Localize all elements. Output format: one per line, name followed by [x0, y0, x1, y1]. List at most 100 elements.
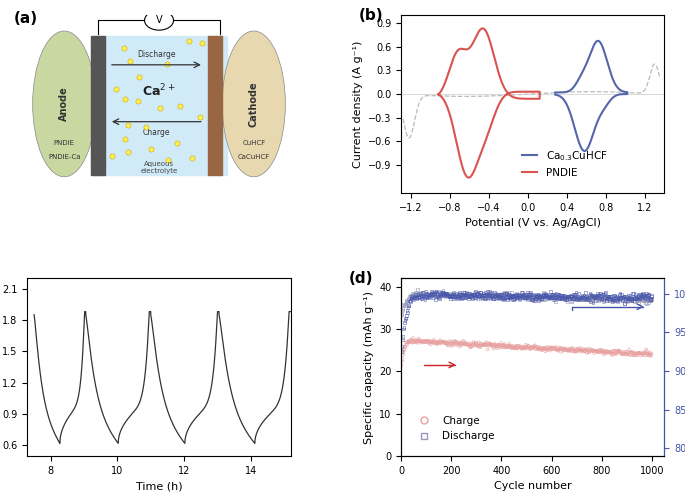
Point — [584, 295, 595, 303]
Point — [412, 339, 423, 347]
Point — [466, 290, 477, 298]
Point — [440, 339, 451, 347]
Point — [428, 339, 439, 347]
Point — [503, 291, 514, 299]
Point — [553, 290, 564, 298]
Point — [518, 291, 529, 299]
Point — [187, 154, 198, 162]
Point — [461, 293, 472, 301]
Point — [484, 293, 495, 301]
Point — [634, 291, 645, 299]
Point — [516, 293, 527, 301]
Point — [431, 293, 442, 301]
Point — [539, 289, 550, 297]
Point — [527, 294, 538, 302]
Point — [421, 287, 432, 295]
Point — [447, 292, 458, 300]
Legend: Ca$_{0.3}$CuHCF, PNDIE: Ca$_{0.3}$CuHCF, PNDIE — [517, 145, 612, 182]
Point — [575, 347, 586, 355]
Point — [488, 341, 499, 349]
Point — [472, 290, 483, 298]
Point — [530, 292, 540, 300]
Point — [606, 293, 617, 301]
Point — [549, 291, 560, 299]
Point — [614, 348, 625, 356]
Point — [566, 295, 577, 303]
Point — [444, 293, 455, 301]
Point — [495, 291, 506, 299]
Point — [464, 293, 475, 301]
Point — [479, 290, 490, 298]
Point — [406, 295, 416, 303]
Point — [618, 296, 629, 304]
Point — [443, 291, 454, 299]
Point — [616, 349, 627, 357]
Point — [466, 343, 477, 351]
Point — [432, 289, 443, 297]
Point — [508, 292, 519, 300]
Point — [577, 348, 588, 356]
Point — [471, 340, 482, 348]
Point — [474, 291, 485, 299]
Point — [646, 295, 657, 303]
Point — [508, 292, 519, 300]
Point — [430, 338, 441, 346]
Point — [479, 341, 490, 349]
Point — [612, 293, 623, 301]
Point — [571, 294, 582, 302]
Point — [521, 292, 532, 300]
Point — [543, 293, 554, 301]
Point — [486, 291, 497, 299]
Point — [460, 291, 471, 299]
Point — [599, 294, 610, 302]
Point — [397, 304, 408, 312]
Point — [629, 294, 640, 302]
Point — [420, 293, 431, 301]
Text: Cathode: Cathode — [249, 81, 259, 127]
Point — [586, 293, 597, 301]
Point — [595, 295, 606, 303]
Point — [530, 291, 540, 299]
Point — [532, 292, 543, 300]
Point — [582, 294, 593, 302]
Point — [503, 295, 514, 303]
Point — [425, 291, 436, 299]
Point — [595, 347, 606, 355]
Point — [418, 292, 429, 300]
Point — [553, 295, 564, 303]
Point — [455, 291, 466, 299]
Point — [645, 296, 656, 304]
Legend: Charge, Discharge: Charge, Discharge — [409, 412, 499, 445]
Point — [483, 292, 494, 300]
Point — [441, 340, 452, 348]
Point — [425, 290, 436, 298]
Point — [631, 295, 642, 303]
Point — [634, 295, 645, 303]
Point — [460, 292, 471, 300]
Point — [487, 293, 498, 301]
Point — [600, 293, 611, 301]
Point — [399, 345, 410, 353]
Point — [445, 295, 456, 303]
Point — [569, 293, 580, 301]
Point — [616, 295, 627, 303]
Point — [483, 289, 494, 297]
Point — [424, 292, 435, 300]
Point — [605, 349, 616, 357]
Point — [499, 291, 510, 299]
Point — [642, 296, 653, 304]
Point — [434, 291, 445, 299]
Point — [566, 298, 577, 306]
Point — [506, 342, 517, 350]
Point — [577, 292, 588, 300]
Point — [433, 339, 444, 347]
Point — [638, 349, 649, 357]
Point — [620, 292, 631, 300]
Point — [537, 294, 548, 302]
Point — [453, 290, 464, 298]
Point — [421, 290, 432, 298]
Point — [493, 293, 503, 301]
Point — [552, 293, 563, 301]
Point — [509, 295, 520, 303]
Point — [547, 345, 558, 353]
